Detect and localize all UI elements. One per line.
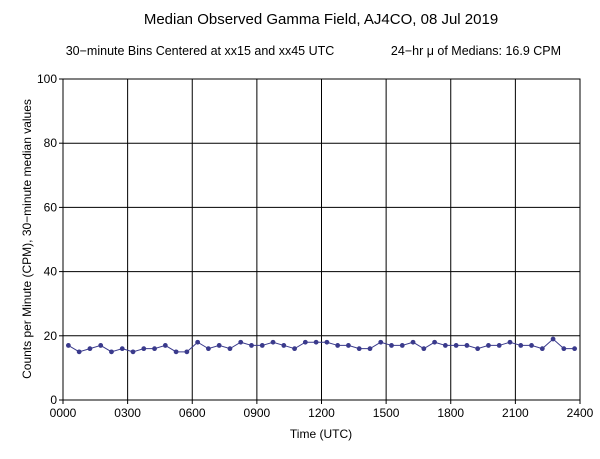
data-point: [173, 349, 179, 355]
data-point: [259, 343, 265, 348]
data-point: [518, 343, 524, 348]
y-axis: 0 20 40 60 80 100: [37, 72, 63, 407]
data-point: [216, 343, 222, 348]
data-point: [550, 336, 556, 342]
data-point: [292, 346, 297, 352]
data-point: [65, 343, 71, 348]
data-point: [109, 349, 114, 355]
y-tick-label: 0: [50, 393, 57, 407]
data-point: [195, 339, 201, 345]
data-point: [141, 346, 147, 352]
data-point: [130, 349, 136, 355]
data-point: [389, 343, 394, 348]
y-tick-label: 60: [44, 200, 58, 214]
data-point: [421, 346, 427, 352]
data-point: [410, 339, 416, 345]
data-point: [281, 343, 287, 348]
data-point: [119, 346, 125, 352]
data-point: [367, 346, 373, 352]
x-tick-label: 0900: [244, 406, 271, 420]
data-point: [227, 346, 233, 352]
chart-subtitle-left: 30−minute Bins Centered at xx15 and xx45…: [66, 44, 335, 58]
data-point: [346, 343, 351, 348]
data-point: [399, 343, 405, 348]
data-point: [378, 339, 384, 345]
y-axis-label: Counts per Minute (CPM), 30−minute media…: [20, 99, 34, 379]
y-tick-label: 20: [44, 329, 58, 343]
data-point: [356, 346, 362, 352]
data-point: [76, 349, 82, 355]
x-tick-label: 1800: [437, 406, 464, 420]
y-tick-label: 40: [44, 265, 58, 279]
x-tick-label: 1200: [308, 406, 335, 420]
data-point: [507, 339, 513, 345]
x-tick-label: 1500: [373, 406, 400, 420]
data-point: [539, 346, 545, 352]
data-point: [561, 346, 567, 352]
x-tick-label: 0300: [114, 406, 141, 420]
data-point: [302, 339, 308, 345]
grid: [63, 79, 580, 400]
chart-subtitle-right: 24−hr μ of Medians: 16.9 CPM: [391, 44, 561, 58]
x-tick-label: 2400: [567, 406, 594, 420]
data-point: [206, 346, 211, 352]
data-point: [432, 339, 437, 345]
x-tick-label: 0000: [50, 406, 77, 420]
data-point: [442, 343, 448, 348]
data-point: [529, 343, 534, 348]
data-point: [238, 339, 244, 345]
y-tick-label: 100: [37, 72, 57, 86]
data-point: [324, 339, 330, 345]
data-point: [572, 346, 578, 352]
data-point: [464, 343, 470, 348]
data-point: [98, 343, 104, 348]
x-tick-label: 0600: [179, 406, 206, 420]
data-point: [270, 339, 276, 345]
x-axis-label: Time (UTC): [290, 427, 352, 441]
data-point: [313, 339, 319, 345]
data-point: [152, 346, 157, 352]
data-point: [335, 343, 341, 348]
data-point: [475, 346, 481, 352]
chart-title: Median Observed Gamma Field, AJ4CO, 08 J…: [144, 11, 498, 28]
x-axis: 0000 0300 0600 0900 1200 1500 1800 2100 2400: [50, 400, 594, 420]
data-point: [87, 346, 93, 352]
data-point: [184, 349, 190, 355]
data-point: [486, 343, 491, 348]
data-point: [496, 343, 502, 348]
data-point: [162, 343, 168, 348]
data-point: [453, 343, 459, 348]
data-point: [249, 343, 254, 348]
x-tick-label: 2100: [502, 406, 529, 420]
series-group: [65, 336, 578, 355]
y-tick-label: 80: [44, 136, 58, 150]
